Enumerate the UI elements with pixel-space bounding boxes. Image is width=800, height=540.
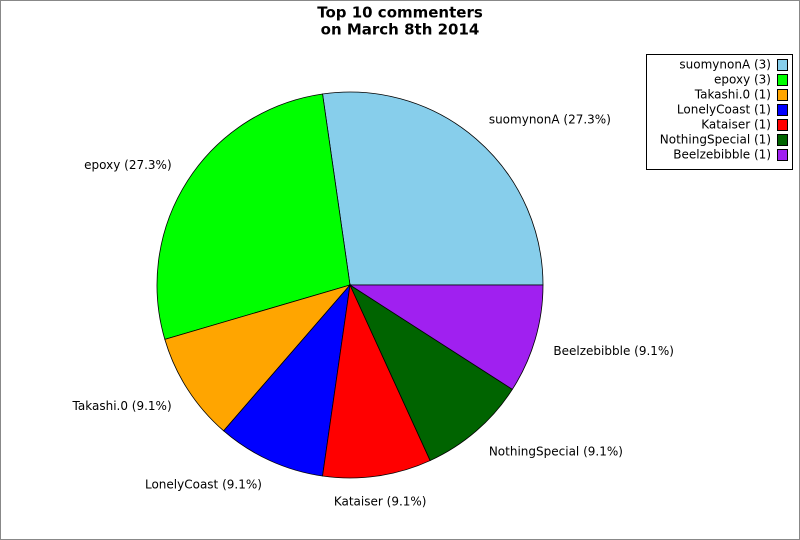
chart-title: on March 8th 2014 xyxy=(321,21,480,39)
legend-label: Kataiser (1) xyxy=(701,118,771,132)
slice-label: Takashi.0 (9.1%) xyxy=(72,399,172,413)
legend-label: suomynonA (3) xyxy=(679,58,771,72)
slice-label: LonelyCoast (9.1%) xyxy=(145,477,262,491)
slice-label: NothingSpecial (9.1%) xyxy=(489,445,623,459)
slice-label: suomynonA (27.3%) xyxy=(489,112,611,126)
legend-swatch xyxy=(777,149,788,161)
legend-label: epoxy (3) xyxy=(714,73,771,87)
legend-label: NothingSpecial (1) xyxy=(660,133,771,147)
legend-box xyxy=(646,54,793,170)
legend-swatch xyxy=(777,89,788,101)
legend-label: Beelzebibble (1) xyxy=(673,148,771,162)
pie-slice xyxy=(322,283,431,479)
legend-label: Takashi.0 (1) xyxy=(694,88,771,102)
pie-slice xyxy=(156,93,351,340)
legend-label: LonelyCoast (1) xyxy=(677,103,771,117)
slice-label: Beelzebibble (9.1%) xyxy=(553,344,674,358)
pie-slice xyxy=(348,284,544,390)
legend-swatch xyxy=(777,104,788,116)
pie-slice xyxy=(349,283,513,462)
legend-swatch xyxy=(777,59,788,71)
legend-swatch xyxy=(777,134,788,146)
chart-title: Top 10 commenters xyxy=(317,4,483,22)
slice-label: epoxy (27.3%) xyxy=(84,158,171,172)
pie-slice xyxy=(322,91,544,286)
pie-slice xyxy=(164,284,352,432)
legend-swatch xyxy=(777,74,788,86)
slice-label: Kataiser (9.1%) xyxy=(334,494,427,508)
pie-slice xyxy=(223,283,351,477)
legend-swatch xyxy=(777,119,788,131)
